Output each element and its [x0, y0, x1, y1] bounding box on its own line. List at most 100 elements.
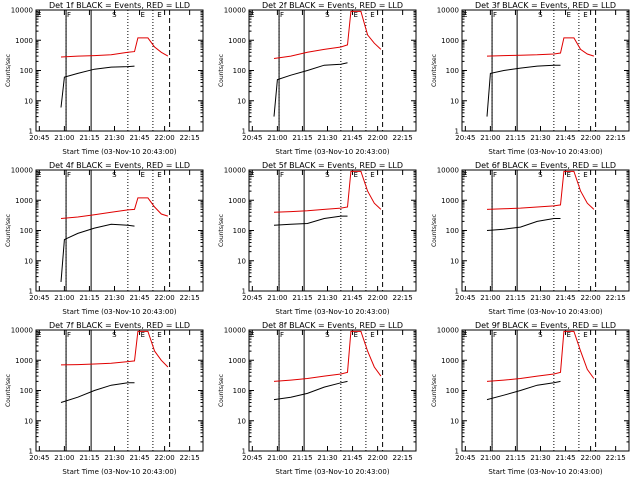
- y-tick-label: 10: [24, 97, 33, 105]
- y-tick-label: 10000: [437, 7, 459, 15]
- x-tick-label: 21:30: [317, 454, 337, 462]
- x-axis-label: Start Time (03-Nov-10 20:43:00): [62, 468, 176, 476]
- plot-frame: [35, 9, 204, 132]
- flag-label: F: [280, 171, 284, 179]
- y-tick-label: 10: [450, 257, 459, 265]
- x-tick-label: 21:15: [79, 454, 99, 462]
- x-axis-label: Start Time (03-Nov-10 20:43:00): [62, 308, 176, 316]
- flag-label: E: [250, 11, 254, 19]
- x-tick-label: 21:00: [54, 454, 74, 462]
- y-tick-label: 10: [450, 97, 459, 105]
- flag-label: E: [141, 171, 145, 179]
- chart-title: Det 9f BLACK = Events, RED = LLD: [475, 321, 616, 330]
- x-axis-label: Start Time (03-Nov-10 20:43:00): [275, 468, 389, 476]
- x-tick-label: 22:00: [580, 294, 600, 302]
- flag-label: E: [157, 331, 161, 339]
- y-tick-label: 1: [242, 288, 246, 296]
- flag-label: E: [583, 171, 587, 179]
- flag-label: S: [112, 11, 117, 19]
- x-tick-label: 22:15: [180, 294, 200, 302]
- plot-frame: [248, 329, 417, 452]
- y-tick-label: 1000: [441, 37, 459, 45]
- lld-series-line: [60, 37, 169, 58]
- y-tick-label: 1000: [228, 197, 246, 205]
- y-axis-label: Counts/sec: [5, 54, 12, 87]
- chart-title: Det 2f BLACK = Events, RED = LLD: [262, 1, 403, 10]
- x-tick-label: 22:15: [180, 454, 200, 462]
- detector-chart-svg: Det 1f BLACK = Events, RED = LLD Counts/s…: [5, 1, 204, 156]
- chart-title: Det 8f BLACK = Events, RED = LLD: [262, 321, 403, 330]
- y-tick-label: 1: [455, 288, 459, 296]
- detector-chart-svg: Det 7f BLACK = Events, RED = LLD Counts/s…: [5, 321, 204, 476]
- flag-label: E: [250, 331, 254, 339]
- x-tick-label: 22:00: [367, 294, 387, 302]
- x-tick-label: 22:15: [393, 454, 413, 462]
- lld-series-line: [60, 330, 169, 368]
- flag-label: E: [370, 331, 374, 339]
- flag-label: E: [37, 331, 41, 339]
- flag-label: E: [157, 171, 161, 179]
- x-axis-label: Start Time (03-Nov-10 20:43:00): [275, 148, 389, 156]
- x-tick-label: 21:30: [317, 294, 337, 302]
- flag-label: F: [67, 171, 71, 179]
- flag-label: E: [567, 331, 571, 339]
- x-axis-label: Start Time (03-Nov-10 20:43:00): [275, 308, 389, 316]
- detector-chart-svg: Det 5f BLACK = Events, RED = LLD Counts/s…: [218, 161, 417, 316]
- flag-label: F: [67, 331, 71, 339]
- y-tick-label: 1000: [228, 357, 246, 365]
- flag-label: E: [354, 171, 358, 179]
- detector-chart-svg: Det 6f BLACK = Events, RED = LLD Counts/s…: [431, 161, 630, 316]
- y-tick-label: 1: [242, 128, 246, 136]
- x-tick-label: 21:00: [54, 134, 74, 142]
- events-series-line: [486, 218, 561, 231]
- plot-frame: [35, 169, 204, 292]
- x-tick-label: 21:00: [480, 454, 500, 462]
- chart-title: Det 7f BLACK = Events, RED = LLD: [49, 321, 190, 330]
- y-tick-label: 1: [455, 448, 459, 456]
- x-tick-label: 21:00: [267, 134, 287, 142]
- x-tick-label: 21:30: [530, 134, 550, 142]
- x-tick-label: 22:00: [154, 454, 174, 462]
- chart-title: Det 3f BLACK = Events, RED = LLD: [475, 1, 616, 10]
- flag-label: S: [538, 11, 543, 19]
- chart-title: Det 6f BLACK = Events, RED = LLD: [475, 161, 616, 170]
- y-tick-label: 10000: [224, 167, 246, 175]
- y-tick-label: 100: [20, 67, 33, 75]
- events-series-line: [486, 380, 561, 401]
- y-tick-label: 1: [29, 128, 33, 136]
- x-tick-label: 21:45: [129, 134, 149, 142]
- y-tick-label: 10: [24, 257, 33, 265]
- detector-chart-svg: Det 2f BLACK = Events, RED = LLD Counts/s…: [218, 1, 417, 156]
- flag-label: E: [567, 11, 571, 19]
- chart-title: Det 1f BLACK = Events, RED = LLD: [49, 1, 190, 10]
- flag-label: E: [370, 171, 374, 179]
- flag-label: E: [354, 331, 358, 339]
- flag-label: E: [463, 11, 467, 19]
- flag-label: E: [583, 11, 587, 19]
- x-tick-label: 21:15: [505, 294, 525, 302]
- x-tick-label: 21:30: [104, 294, 124, 302]
- chart-title: Det 5f BLACK = Events, RED = LLD: [262, 161, 403, 170]
- x-tick-label: 21:45: [555, 454, 575, 462]
- flag-label: F: [493, 171, 497, 179]
- x-tick-label: 21:45: [129, 454, 149, 462]
- x-tick-label: 22:15: [606, 134, 626, 142]
- flag-label: S: [538, 171, 543, 179]
- x-tick-label: 21:45: [342, 134, 362, 142]
- x-tick-label: 20:45: [29, 454, 49, 462]
- detector-panel: Det 9f BLACK = Events, RED = LLD Counts/s…: [426, 320, 639, 480]
- y-tick-label: 1000: [15, 357, 33, 365]
- y-axis-label: Counts/sec: [218, 374, 225, 407]
- x-tick-label: 20:45: [455, 454, 475, 462]
- y-tick-label: 100: [20, 387, 33, 395]
- y-tick-label: 10000: [11, 167, 33, 175]
- flag-label: E: [463, 171, 467, 179]
- y-tick-label: 100: [446, 387, 459, 395]
- y-tick-label: 1000: [228, 37, 246, 45]
- x-tick-label: 22:15: [393, 294, 413, 302]
- detector-panel: Det 3f BLACK = Events, RED = LLD Counts/s…: [426, 0, 639, 160]
- flag-label: F: [493, 11, 497, 19]
- detector-panel: Det 6f BLACK = Events, RED = LLD Counts/s…: [426, 160, 639, 320]
- events-series-line: [60, 223, 135, 282]
